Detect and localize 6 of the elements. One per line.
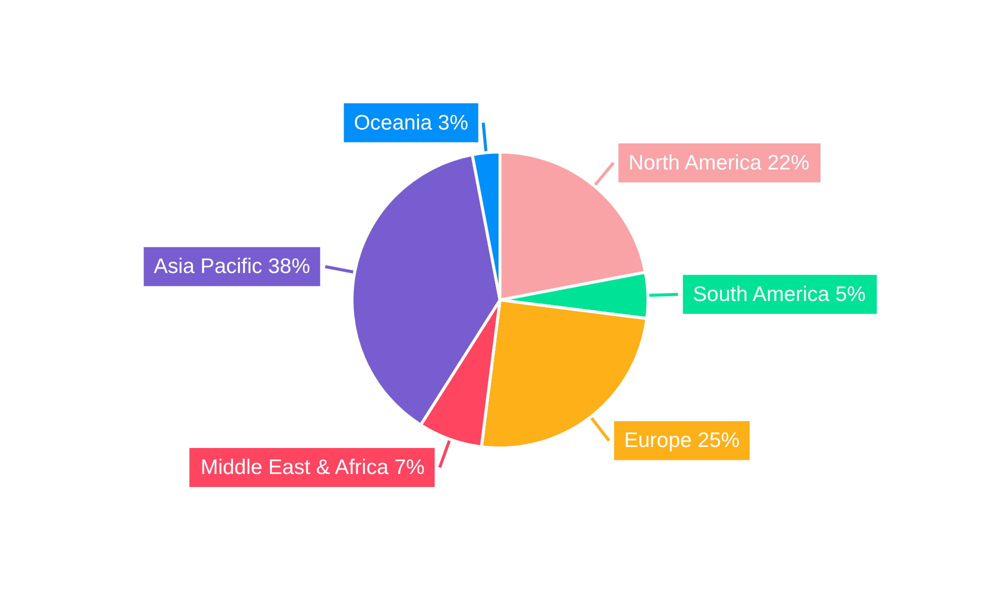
slice-label: Europe 25% bbox=[624, 429, 740, 452]
slice-label: Middle East & Africa 7% bbox=[200, 456, 425, 479]
slice-label: North America 22% bbox=[628, 151, 810, 174]
slice-label: Oceania 3% bbox=[354, 111, 468, 134]
slice-label: South America 5% bbox=[692, 282, 866, 306]
slice-label: Asia Pacific 38% bbox=[154, 255, 310, 278]
